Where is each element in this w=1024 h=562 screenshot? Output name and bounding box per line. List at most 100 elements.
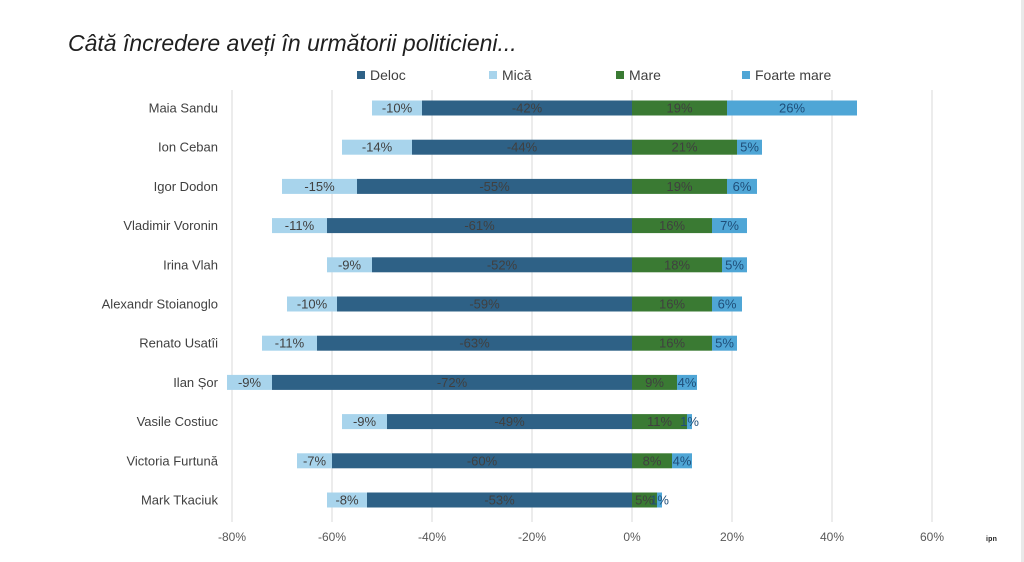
bar-foarte-mare <box>657 492 662 508</box>
category-label: Mark Tkaciuk <box>141 493 219 508</box>
legend-label-deloc: Deloc <box>370 67 406 83</box>
data-label-mare: 19% <box>666 101 692 116</box>
data-label-deloc: -55% <box>479 179 510 194</box>
bar-deloc <box>387 414 632 430</box>
bar-mica <box>287 296 337 312</box>
legend-label-mare: Mare <box>629 67 661 83</box>
bar-mare <box>632 218 712 234</box>
legend-item-foarte-mare: Foarte mare <box>742 67 831 83</box>
data-label-mica: -7% <box>303 453 327 468</box>
x-tick-label: -80% <box>218 530 246 544</box>
category-label: Victoria Furtună <box>126 453 218 468</box>
data-label-foarte-mare: 6% <box>718 297 737 312</box>
bar-mare <box>632 296 712 312</box>
category-label: Vladimir Voronin <box>123 218 218 233</box>
data-label-mare: 19% <box>666 179 692 194</box>
bar-mare <box>632 139 737 155</box>
data-label-mare: 16% <box>659 218 685 233</box>
bar-foarte-mare <box>712 296 742 312</box>
data-label-mica: -14% <box>362 140 393 155</box>
bar-mare <box>632 414 687 430</box>
bar-mare <box>632 178 727 194</box>
data-label-deloc: -59% <box>469 297 500 312</box>
bar-mica <box>282 178 357 194</box>
data-label-mica: -11% <box>285 218 315 233</box>
data-label-foarte-mare: 5% <box>725 257 744 272</box>
category-label: Ilan Șor <box>173 375 218 390</box>
data-label-deloc: -42% <box>512 101 543 116</box>
data-label-mare: 8% <box>643 453 662 468</box>
bar-mare <box>632 453 672 469</box>
bar-foarte-mare <box>737 139 762 155</box>
data-label-mare: 5% <box>635 493 654 508</box>
data-label-foarte-mare: 1% <box>650 493 669 508</box>
category-label: Renato Usatîi <box>139 336 218 351</box>
data-label-mare: 11% <box>647 414 672 429</box>
bar-mica <box>327 257 372 273</box>
legend-swatch-mare <box>616 71 624 79</box>
bar-mare <box>632 335 712 351</box>
data-label-foarte-mare: 7% <box>720 218 739 233</box>
bar-deloc <box>367 492 632 508</box>
data-label-foarte-mare: 1% <box>680 414 699 429</box>
bar-mare <box>632 492 657 508</box>
bar-foarte-mare <box>687 414 692 430</box>
bar-deloc <box>327 218 632 234</box>
slide-edge <box>1021 0 1024 562</box>
legend-swatch-deloc <box>357 71 365 79</box>
data-label-mare: 16% <box>659 336 685 351</box>
bar-mica <box>372 100 422 116</box>
data-label-deloc: -60% <box>467 453 498 468</box>
legend-item-mica: Mică <box>489 67 532 83</box>
bar-mica <box>272 218 327 234</box>
legend-item-mare: Mare <box>616 67 661 83</box>
bar-deloc <box>272 374 632 390</box>
data-label-deloc: -63% <box>459 336 490 351</box>
data-label-mica: -9% <box>238 375 262 390</box>
legend-swatch-foarte-mare <box>742 71 750 79</box>
data-label-foarte-mare: 5% <box>715 336 734 351</box>
x-tick-label: -20% <box>518 530 546 544</box>
data-label-deloc: -72% <box>437 375 468 390</box>
data-label-foarte-mare: 26% <box>779 101 805 116</box>
x-tick-label: -40% <box>418 530 446 544</box>
bar-mica <box>227 374 272 390</box>
bar-foarte-mare <box>672 453 692 469</box>
data-label-deloc: -52% <box>487 257 518 272</box>
data-label-foarte-mare: 4% <box>678 375 697 390</box>
bar-deloc <box>357 178 632 194</box>
bar-foarte-mare <box>712 218 747 234</box>
data-label-mica: -9% <box>338 257 362 272</box>
bar-deloc <box>422 100 632 116</box>
bar-foarte-mare <box>727 100 857 116</box>
bar-mica <box>342 139 412 155</box>
data-label-mare: 16% <box>659 297 685 312</box>
bar-mare <box>632 100 727 116</box>
data-label-mica: -10% <box>297 297 328 312</box>
bar-foarte-mare <box>712 335 737 351</box>
data-label-mica: -9% <box>353 414 377 429</box>
category-label: Alexandr Stoianoglo <box>102 297 218 312</box>
bar-deloc <box>317 335 632 351</box>
bar-mare <box>632 374 677 390</box>
data-label-deloc: -61% <box>464 218 495 233</box>
ipn-logo: ipn <box>986 536 998 543</box>
x-tick-label: 60% <box>920 530 944 544</box>
category-label: Vasile Costiuc <box>137 414 219 429</box>
data-label-foarte-mare: 4% <box>673 453 692 468</box>
data-label-mica: -8% <box>335 493 359 508</box>
bar-deloc <box>372 257 632 273</box>
category-label: Igor Dodon <box>154 179 218 194</box>
bar-foarte-mare <box>677 374 697 390</box>
bar-mica <box>297 453 332 469</box>
data-label-foarte-mare: 5% <box>740 140 759 155</box>
legend-label-mica: Mică <box>502 67 532 83</box>
category-label: Irina Vlah <box>163 257 218 272</box>
data-label-mica: -11% <box>275 336 305 351</box>
data-label-mare: 9% <box>645 375 664 390</box>
data-label-mica: -15% <box>304 179 335 194</box>
category-label: Maia Sandu <box>149 101 218 116</box>
category-label: Ion Ceban <box>158 140 218 155</box>
bar-mica <box>342 414 387 430</box>
